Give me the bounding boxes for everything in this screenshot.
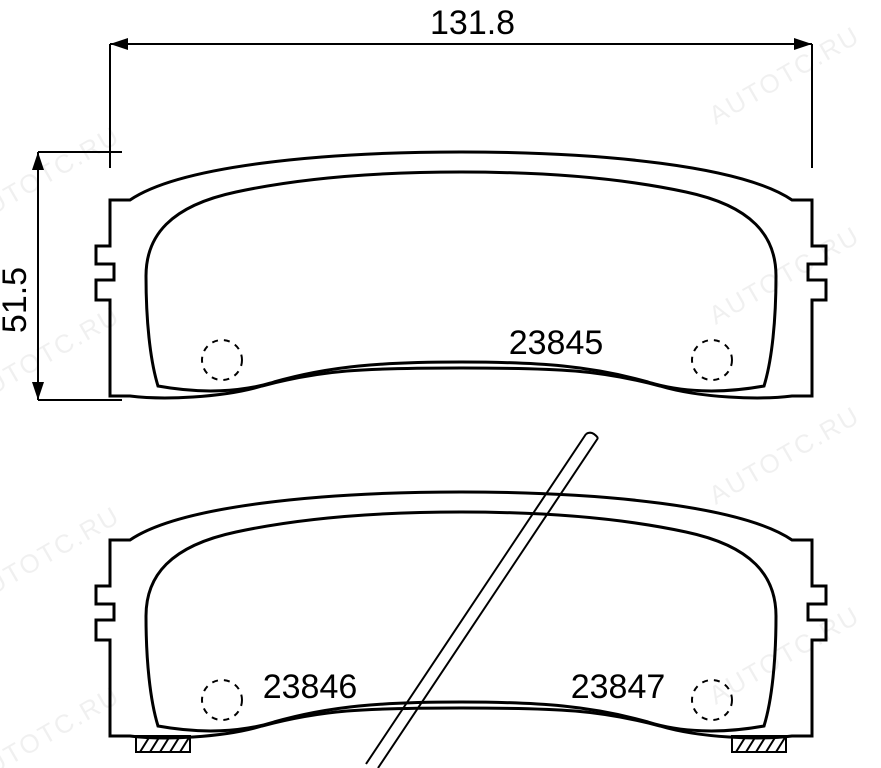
pad-bottom-left-label: 23846 xyxy=(263,668,358,706)
dimension-width: 131.8 xyxy=(110,4,812,168)
wear-sensor-wire xyxy=(366,433,598,768)
brake-pad-top: 23845 xyxy=(96,152,826,398)
brake-pad-bottom: 23846 23847 xyxy=(96,433,826,768)
dimension-height: 51.5 xyxy=(0,152,122,400)
dimension-height-value: 51.5 xyxy=(0,267,34,333)
pad-top-label: 23845 xyxy=(509,324,604,362)
dimension-width-value: 131.8 xyxy=(430,4,515,42)
pad-bottom-right-label: 23847 xyxy=(571,668,666,706)
diagram-canvas: AUTOTC.RU AUTOTC.RU AUTOTC.RU AUTOTC.RU … xyxy=(0,0,881,768)
drawing-svg: 131.8 51.5 23845 xyxy=(0,0,881,768)
